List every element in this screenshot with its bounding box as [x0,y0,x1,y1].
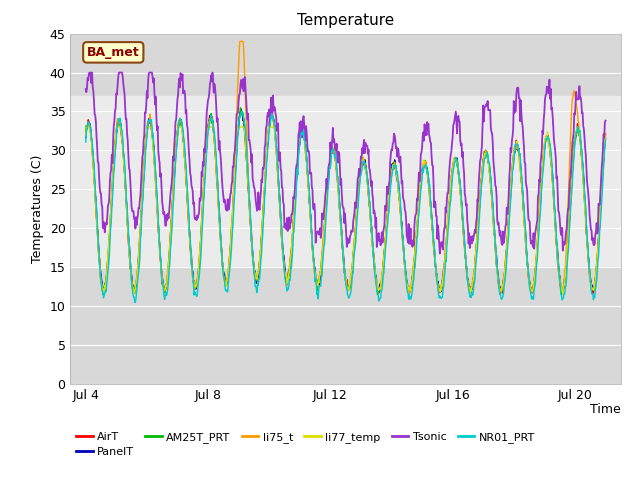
li77_temp [480,158,488,164]
AM25T_PRT [165,257,173,263]
NR01_PRT [82,139,90,145]
AM25T_PRT [205,118,213,124]
NR01_PRT [247,218,255,224]
PanelT [499,290,506,296]
PanelT [291,199,299,204]
Bar [70,34,621,96]
li75_t [602,130,609,136]
AirT [291,192,299,198]
AirT [165,257,173,263]
Tsonic [291,179,299,185]
PanelT [82,135,90,141]
Tsonic [246,142,254,148]
Line: Tsonic: Tsonic [86,72,605,253]
AM25T_PRT [246,215,254,221]
NR01_PRT [166,261,173,267]
AM25T_PRT [82,130,90,135]
PanelT [205,119,213,125]
li77_temp [602,134,609,140]
AM25T_PRT [308,232,316,238]
li77_temp [206,124,214,130]
NR01_PRT [206,118,214,124]
AM25T_PRT [291,188,299,194]
AirT [82,132,90,138]
Legend: AirT, PanelT, AM25T_PRT, li75_t, li77_temp, Tsonic, NR01_PRT: AirT, PanelT, AM25T_PRT, li75_t, li77_te… [76,432,535,457]
li77_temp [83,124,91,130]
li77_temp [291,189,299,195]
Title: Temperature: Temperature [297,13,394,28]
li75_t [291,190,299,196]
PanelT [602,136,609,142]
li75_t [246,213,254,219]
AM25T_PRT [602,135,609,141]
NR01_PRT [238,108,246,114]
li77_temp [559,291,566,297]
PanelT [237,107,245,112]
PanelT [308,233,316,239]
Y-axis label: Temperatures (C): Temperatures (C) [31,155,44,263]
li75_t [205,120,213,126]
AirT [602,131,609,137]
Bar [70,96,621,267]
NR01_PRT [602,137,609,143]
Line: li75_t: li75_t [86,41,605,295]
li75_t [165,259,173,264]
AirT [480,154,488,159]
Tsonic [602,118,609,123]
AM25T_PRT [374,292,381,298]
Bar [70,314,621,384]
AirT [246,217,254,223]
Text: Time: Time [590,403,621,416]
Text: BA_met: BA_met [87,46,140,59]
Tsonic [436,251,444,256]
PanelT [246,211,254,216]
li77_temp [246,212,254,218]
Tsonic [86,70,93,75]
AirT [205,115,213,121]
NR01_PRT [292,194,300,200]
li75_t [481,153,488,158]
Line: li77_temp: li77_temp [86,127,605,294]
li77_temp [82,133,90,139]
NR01_PRT [308,241,316,247]
NR01_PRT [481,156,488,161]
Line: AM25T_PRT: AM25T_PRT [86,108,605,295]
AM25T_PRT [237,105,244,111]
Tsonic [206,82,214,87]
Line: PanelT: PanelT [86,109,605,293]
PanelT [165,258,173,264]
NR01_PRT [132,300,140,305]
Line: AirT: AirT [86,109,605,293]
AirT [308,233,316,239]
Tsonic [166,200,173,205]
AM25T_PRT [481,149,488,155]
li75_t [406,292,413,298]
Tsonic [82,86,90,92]
Tsonic [481,105,488,110]
li75_t [236,38,244,44]
Bar [70,267,621,314]
AirT [237,106,245,112]
PanelT [480,158,488,164]
li77_temp [308,233,316,239]
AirT [589,290,597,296]
Tsonic [308,184,316,190]
Line: NR01_PRT: NR01_PRT [86,111,605,302]
li75_t [82,132,90,138]
li77_temp [166,243,173,249]
li75_t [308,234,316,240]
